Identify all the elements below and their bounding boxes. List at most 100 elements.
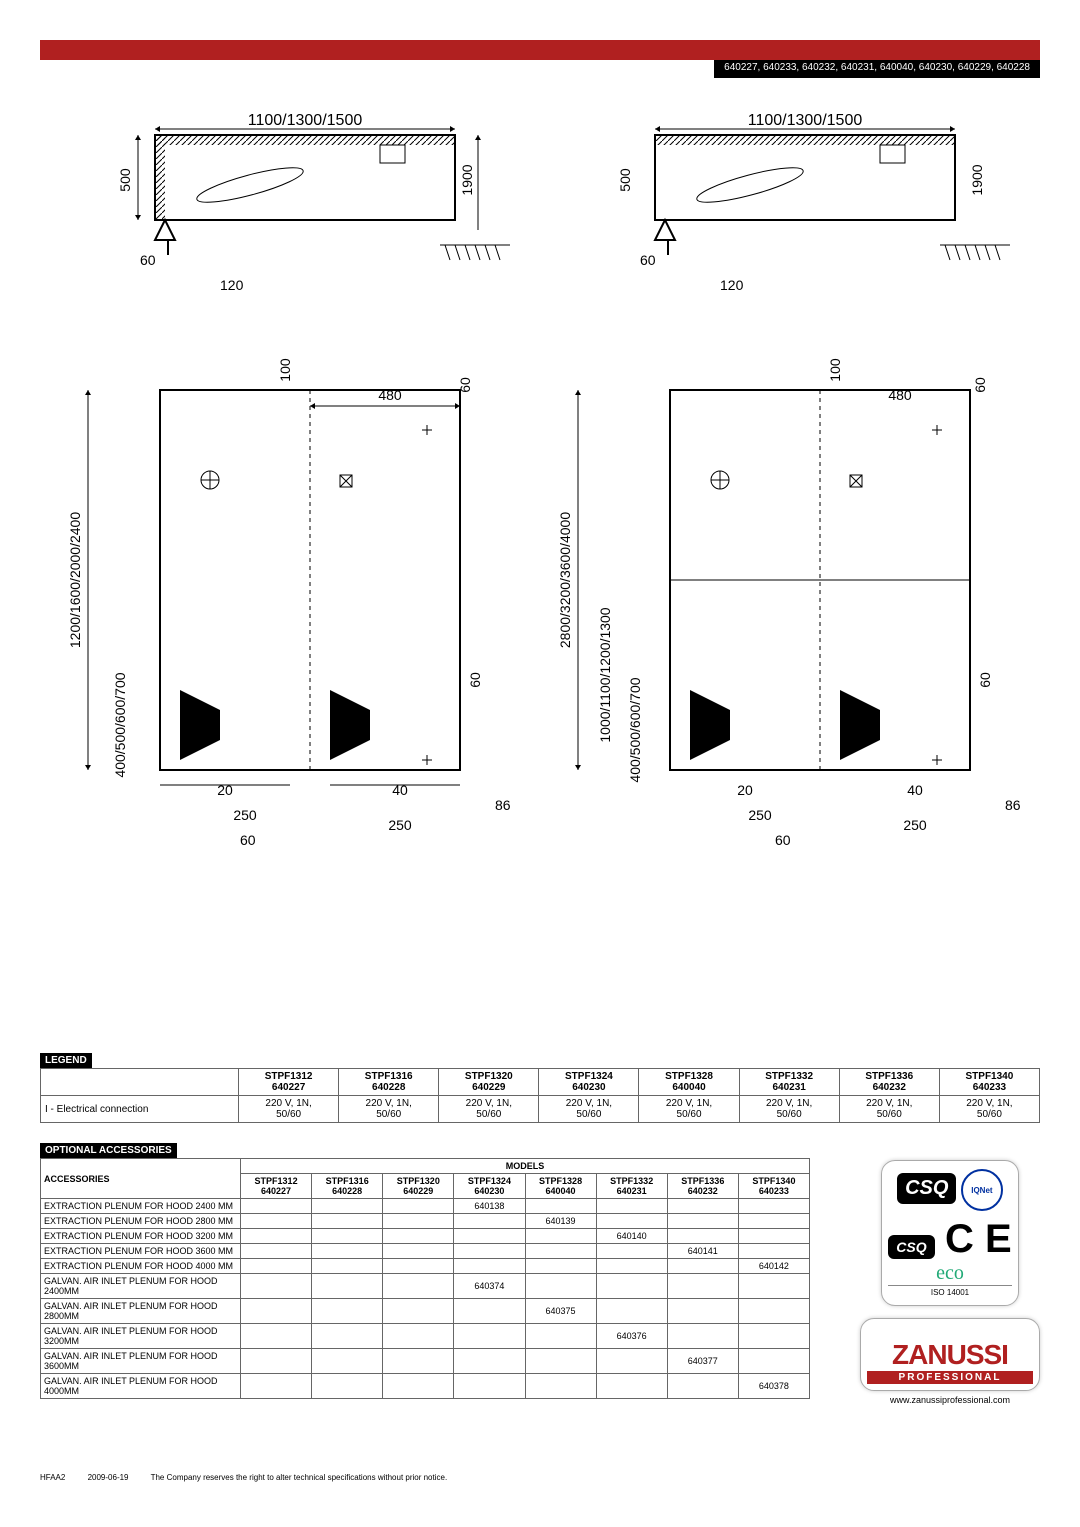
svg-text:1200/1600/2000/2400: 1200/1600/2000/2400 <box>67 512 83 648</box>
acc-cell: 640374 <box>454 1274 525 1299</box>
acc-cell <box>596 1299 667 1324</box>
acc-cell <box>241 1374 312 1399</box>
acc-cell <box>525 1229 596 1244</box>
acc-name: EXTRACTION PLENUM FOR HOOD 3200 MM <box>41 1229 241 1244</box>
brand-subtitle: PROFESSIONAL <box>867 1371 1033 1384</box>
acc-cell <box>312 1214 383 1229</box>
acc-row: GALVAN. AIR INLET PLENUM FOR HOOD 2800MM… <box>41 1299 810 1324</box>
svg-text:1900: 1900 <box>459 164 475 195</box>
legend-model-header: STPF1324640230 <box>539 1069 639 1096</box>
svg-text:480: 480 <box>888 387 912 403</box>
acc-cell <box>383 1324 454 1349</box>
acc-cell <box>667 1259 738 1274</box>
acc-name: EXTRACTION PLENUM FOR HOOD 3600 MM <box>41 1244 241 1259</box>
acc-model-header: STPF1324640230 <box>454 1174 525 1199</box>
svg-text:60: 60 <box>467 672 483 688</box>
svg-text:500: 500 <box>117 168 133 192</box>
acc-cell <box>454 1229 525 1244</box>
footer-note: The Company reserves the right to alter … <box>151 1473 448 1482</box>
legend-model-header: STPF1320640229 <box>439 1069 539 1096</box>
acc-cell: 640142 <box>738 1259 809 1274</box>
acc-row: EXTRACTION PLENUM FOR HOOD 2400 MM640138 <box>41 1199 810 1214</box>
acc-col-label: ACCESSORIES <box>41 1159 241 1199</box>
svg-text:40: 40 <box>392 782 408 798</box>
acc-cell <box>241 1214 312 1229</box>
svg-text:1100/1300/1500: 1100/1300/1500 <box>748 112 863 129</box>
certification-logos: CSQ IQNet CSQ C E eco ISO 14001 ZANUSSI … <box>860 1160 1040 1405</box>
svg-text:60: 60 <box>457 377 473 393</box>
top-red-bar <box>40 40 1040 60</box>
acc-cell <box>241 1274 312 1299</box>
acc-cell <box>312 1324 383 1349</box>
acc-cell <box>525 1324 596 1349</box>
acc-cell <box>596 1274 667 1299</box>
acc-cell <box>738 1349 809 1374</box>
svg-text:250: 250 <box>233 807 257 823</box>
acc-name: GALVAN. AIR INLET PLENUM FOR HOOD 2400MM <box>41 1274 241 1299</box>
legend-cell: 220 V, 1N,50/60 <box>239 1096 339 1123</box>
iqnet-logo: IQNet <box>961 1169 1003 1211</box>
acc-cell <box>383 1374 454 1399</box>
svg-text:250: 250 <box>748 807 772 823</box>
acc-cell <box>312 1229 383 1244</box>
acc-cell <box>738 1214 809 1229</box>
svg-text:1900: 1900 <box>969 164 985 195</box>
legend-cell: 220 V, 1N,50/60 <box>339 1096 439 1123</box>
acc-cell <box>738 1299 809 1324</box>
diagram-top-left: 1100/1300/1500 500 60 120 1900 <box>60 105 510 305</box>
acc-cell <box>454 1299 525 1324</box>
acc-cell <box>383 1259 454 1274</box>
acc-cell <box>596 1259 667 1274</box>
acc-name: GALVAN. AIR INLET PLENUM FOR HOOD 3600MM <box>41 1349 241 1374</box>
diagram-bottom-right: 2800/3200/3600/4000 1000/1100/1200/1300 … <box>530 330 1030 860</box>
acc-cell <box>383 1199 454 1214</box>
acc-row: GALVAN. AIR INLET PLENUM FOR HOOD 3600MM… <box>41 1349 810 1374</box>
svg-text:60: 60 <box>775 832 791 848</box>
svg-text:120: 120 <box>220 277 244 293</box>
svg-text:120: 120 <box>720 277 744 293</box>
acc-name: GALVAN. AIR INLET PLENUM FOR HOOD 2800MM <box>41 1299 241 1324</box>
acc-cell <box>738 1244 809 1259</box>
eco-logo: eco <box>888 1262 1011 1285</box>
diagram-top-right: 1100/1300/1500 500 60 120 1900 <box>560 105 1010 305</box>
acc-cell <box>667 1199 738 1214</box>
svg-text:250: 250 <box>388 817 412 833</box>
legend-cell: 220 V, 1N,50/60 <box>639 1096 739 1123</box>
footer-date: 2009-06-19 <box>88 1473 129 1482</box>
acc-model-header: STPF1332640231 <box>596 1174 667 1199</box>
legend-cell: 220 V, 1N,50/60 <box>939 1096 1039 1123</box>
legend-model-header: STPF1332640231 <box>739 1069 839 1096</box>
acc-cell <box>667 1374 738 1399</box>
accessories-title: OPTIONAL ACCESSORIES <box>40 1143 177 1158</box>
acc-model-header: STPF1316640228 <box>312 1174 383 1199</box>
acc-row: GALVAN. AIR INLET PLENUM FOR HOOD 2400MM… <box>41 1274 810 1299</box>
acc-cell <box>383 1229 454 1244</box>
acc-model-header: STPF1340640233 <box>738 1174 809 1199</box>
acc-name: EXTRACTION PLENUM FOR HOOD 2400 MM <box>41 1199 241 1214</box>
acc-cell <box>383 1274 454 1299</box>
acc-cell <box>454 1349 525 1374</box>
acc-row: EXTRACTION PLENUM FOR HOOD 3600 MM640141 <box>41 1244 810 1259</box>
acc-models-label: MODELS <box>241 1159 810 1174</box>
svg-text:86: 86 <box>495 797 510 813</box>
acc-cell <box>525 1199 596 1214</box>
legend-cell: 220 V, 1N,50/60 <box>839 1096 939 1123</box>
legend-model-header: STPF1312640227 <box>239 1069 339 1096</box>
acc-row: GALVAN. AIR INLET PLENUM FOR HOOD 3200MM… <box>41 1324 810 1349</box>
acc-cell <box>596 1244 667 1259</box>
acc-model-header: STPF1320640229 <box>383 1174 454 1199</box>
svg-text:60: 60 <box>977 672 993 688</box>
acc-cell <box>454 1374 525 1399</box>
footer: HFAA2 2009-06-19 The Company reserves th… <box>40 1467 1040 1482</box>
acc-cell: 640140 <box>596 1229 667 1244</box>
svg-text:60: 60 <box>240 832 256 848</box>
acc-cell <box>525 1259 596 1274</box>
acc-cell <box>454 1244 525 1259</box>
acc-cell <box>241 1229 312 1244</box>
acc-name: EXTRACTION PLENUM FOR HOOD 2800 MM <box>41 1214 241 1229</box>
acc-row: GALVAN. AIR INLET PLENUM FOR HOOD 4000MM… <box>41 1374 810 1399</box>
acc-cell <box>312 1374 383 1399</box>
acc-cell <box>241 1324 312 1349</box>
acc-cell <box>738 1199 809 1214</box>
acc-cell <box>667 1214 738 1229</box>
